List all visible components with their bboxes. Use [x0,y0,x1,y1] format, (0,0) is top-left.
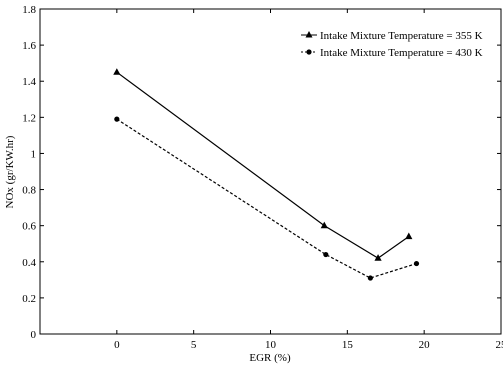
series-layer [113,68,420,281]
series-1-point [405,232,413,240]
y-tick-label: 1 [31,148,37,160]
y-tick-label: 0.6 [22,221,36,233]
x-axis-ticks: 0 5 10 15 20 25 [114,9,503,351]
series-2-point [114,116,120,122]
x-axis-label: EGR (%) [249,352,291,364]
legend-label-series-1: Intake Mixture Temperature = 355 K [320,30,483,42]
x-tick-label: 15 [342,339,354,351]
series-2-point [367,275,373,281]
x-tick-label: 10 [265,339,277,351]
series-1-point [320,221,328,229]
legend-label-series-2: Intake Mixture Temperature = 430 K [320,47,483,59]
y-tick-label: 1.2 [22,112,36,124]
legend: Intake Mixture Temperature = 355 K Intak… [301,30,483,59]
y-tick-label: 0 [31,329,37,341]
legend-marker-series-2 [306,49,312,55]
y-tick-label: 0.2 [22,293,36,305]
series-1-point [374,254,382,261]
series-1-point [113,68,121,75]
series-2-point [413,260,420,267]
x-tick-label: 20 [419,339,431,351]
y-axis-ticks: 0 0.2 0.4 0.6 0.8 1 1.2 1.4 1.6 1.8 [22,4,501,341]
y-tick-label: 0.4 [22,257,36,269]
y-axis-label: NOx (gr/KW.hr) [4,135,16,208]
y-tick-label: 1.8 [22,4,36,16]
series-1-line [116,71,410,259]
x-tick-label: 25 [496,339,503,351]
series-2-point [323,251,329,258]
x-tick-label: 5 [191,339,197,351]
plot-area [39,8,502,335]
y-tick-label: 1.4 [22,76,36,88]
x-tick-label: 0 [114,339,120,351]
y-tick-label: 1.6 [22,40,36,52]
legend-marker-series-1 [305,31,313,38]
y-tick-label: 0.8 [22,185,36,197]
